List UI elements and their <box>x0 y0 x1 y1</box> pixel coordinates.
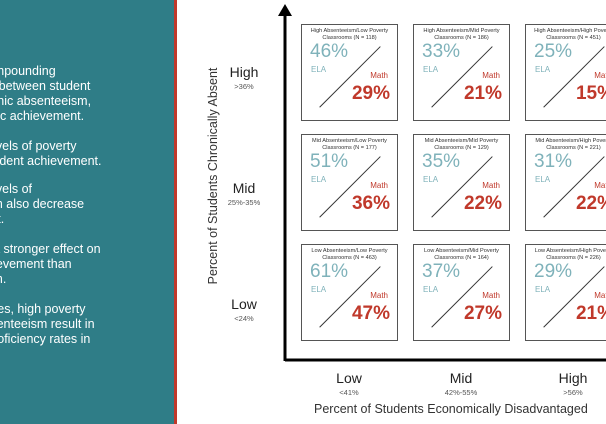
ela-percent: 35% <box>422 151 461 172</box>
ela-label: ELA <box>311 175 327 184</box>
math-percent: 21% <box>463 83 502 104</box>
ela-label: ELA <box>423 65 439 74</box>
y-axis-arrow <box>278 4 292 16</box>
y-level-label: Mid <box>232 180 256 196</box>
ela-percent: 31% <box>534 151 573 172</box>
cell-title: Low Absenteeism/Low Poverty Classrooms (… <box>311 248 388 261</box>
math-label: Math <box>370 71 388 80</box>
cell-title: Low Absenteeism/High Poverty Classrooms … <box>534 248 606 261</box>
ela-label: ELA <box>535 285 551 294</box>
y-level-high: High >36% <box>230 64 259 91</box>
y-level-range: 25%-35% <box>227 198 261 207</box>
cell-divider <box>431 266 493 328</box>
classroom-cell: Mid Absenteeism/Mid Poverty Classrooms (… <box>413 134 510 231</box>
cell-title: High Absenteeism/High Poverty Classrooms… <box>534 28 606 41</box>
cell-title: High Absenteeism/Mid Poverty Classrooms … <box>423 28 500 41</box>
x-level-label: Low <box>336 370 362 386</box>
ela-percent: 46% <box>310 41 349 62</box>
y-level-range: >36% <box>234 82 254 91</box>
cell-divider <box>319 266 381 328</box>
y-level-mid: Mid 25%-35% <box>228 180 261 207</box>
divider-rule <box>174 0 177 424</box>
math-percent: 47% <box>351 303 390 324</box>
cell-divider <box>543 266 605 328</box>
ela-percent: 29% <box>534 261 573 282</box>
cell-title: Mid Absenteeism/Mid Poverty Classrooms (… <box>424 138 499 151</box>
ela-percent: 37% <box>422 261 461 282</box>
y-level-label: High <box>229 64 259 80</box>
x-level-range: 42%-55% <box>444 388 478 397</box>
classroom-cell: Mid Absenteeism/High Poverty Classrooms … <box>525 134 606 231</box>
cell-divider <box>319 46 381 108</box>
y-level-range: <24% <box>234 314 254 323</box>
finding-3: ing levels of teeism also decrease ement… <box>0 182 85 226</box>
finding-4: has a stronger effect on t achievement t… <box>0 242 101 286</box>
math-percent: 22% <box>575 193 606 214</box>
x-level-label: High <box>558 370 588 386</box>
math-percent: 15% <box>575 83 606 104</box>
y-level-label: Low <box>231 296 257 312</box>
cell-divider <box>319 156 381 218</box>
cell-title: Low Absenteeism/Mid Poverty Classrooms (… <box>424 248 499 261</box>
math-percent: 21% <box>575 303 606 324</box>
x-level-range: <41% <box>339 388 359 397</box>
ela-label: ELA <box>535 175 551 184</box>
cell-divider <box>431 156 493 218</box>
ela-percent: 61% <box>310 261 349 282</box>
classroom-cell: High Absenteeism/Low Poverty Classrooms … <box>301 24 398 121</box>
classroom-cell: High Absenteeism/High Poverty Classrooms… <box>525 24 606 121</box>
classroom-cell: Low Absenteeism/High Poverty Classrooms … <box>525 244 606 341</box>
finding-2: ing levels of poverty se student achieve… <box>0 139 102 168</box>
ela-label: ELA <box>423 175 439 184</box>
ela-label: ELA <box>311 65 327 74</box>
x-level-range: >56% <box>563 388 583 397</box>
x-level-high: High >56% <box>559 370 588 397</box>
x-axis-title: Percent of Students Economically Disadva… <box>314 402 588 416</box>
classroom-cell: Mid Absenteeism/Low Poverty Classrooms (… <box>301 134 398 231</box>
x-level-mid: Mid 42%-55% <box>445 370 478 397</box>
math-label: Math <box>370 181 388 190</box>
classroom-cell: Low Absenteeism/Mid Poverty Classrooms (… <box>413 244 510 341</box>
math-percent: 22% <box>463 193 502 214</box>
ela-percent: 51% <box>310 151 349 172</box>
finding-5: xtremes, high poverty h absenteeism resu… <box>0 302 95 346</box>
y-axis-title: Percent of Students Chronically Absent <box>206 67 220 285</box>
math-label: Math <box>482 181 500 190</box>
x-level-label: Mid <box>449 370 473 386</box>
cell-divider <box>543 46 605 108</box>
ela-label: ELA <box>311 285 327 294</box>
y-level-low: Low <24% <box>231 296 257 323</box>
classroom-cell: High Absenteeism/Mid Poverty Classrooms … <box>413 24 510 121</box>
cell-divider <box>431 46 493 108</box>
math-percent: 27% <box>463 303 502 324</box>
key-findings-panel: re compounding ships between student , c… <box>0 0 174 424</box>
math-label: Math <box>482 71 500 80</box>
finding-1: re compounding ships between student , c… <box>0 64 92 123</box>
cell-title: Mid Absenteeism/Low Poverty Classrooms (… <box>312 138 387 151</box>
ela-label: ELA <box>535 65 551 74</box>
classroom-cell: Low Absenteeism/Low Poverty Classrooms (… <box>301 244 398 341</box>
x-level-low: Low <41% <box>336 370 362 397</box>
math-percent: 29% <box>351 83 390 104</box>
cell-title: High Absenteeism/Low Poverty Classrooms … <box>310 28 389 41</box>
math-label: Math <box>594 291 606 300</box>
math-label: Math <box>594 71 606 80</box>
cell-title: Mid Absenteeism/High Poverty Classrooms … <box>535 138 606 151</box>
math-percent: 36% <box>351 193 390 214</box>
math-label: Math <box>594 181 606 190</box>
ela-percent: 25% <box>534 41 573 62</box>
cell-divider <box>543 156 605 218</box>
ela-percent: 33% <box>422 41 461 62</box>
math-label: Math <box>482 291 500 300</box>
ela-label: ELA <box>423 285 439 294</box>
math-label: Math <box>370 291 388 300</box>
